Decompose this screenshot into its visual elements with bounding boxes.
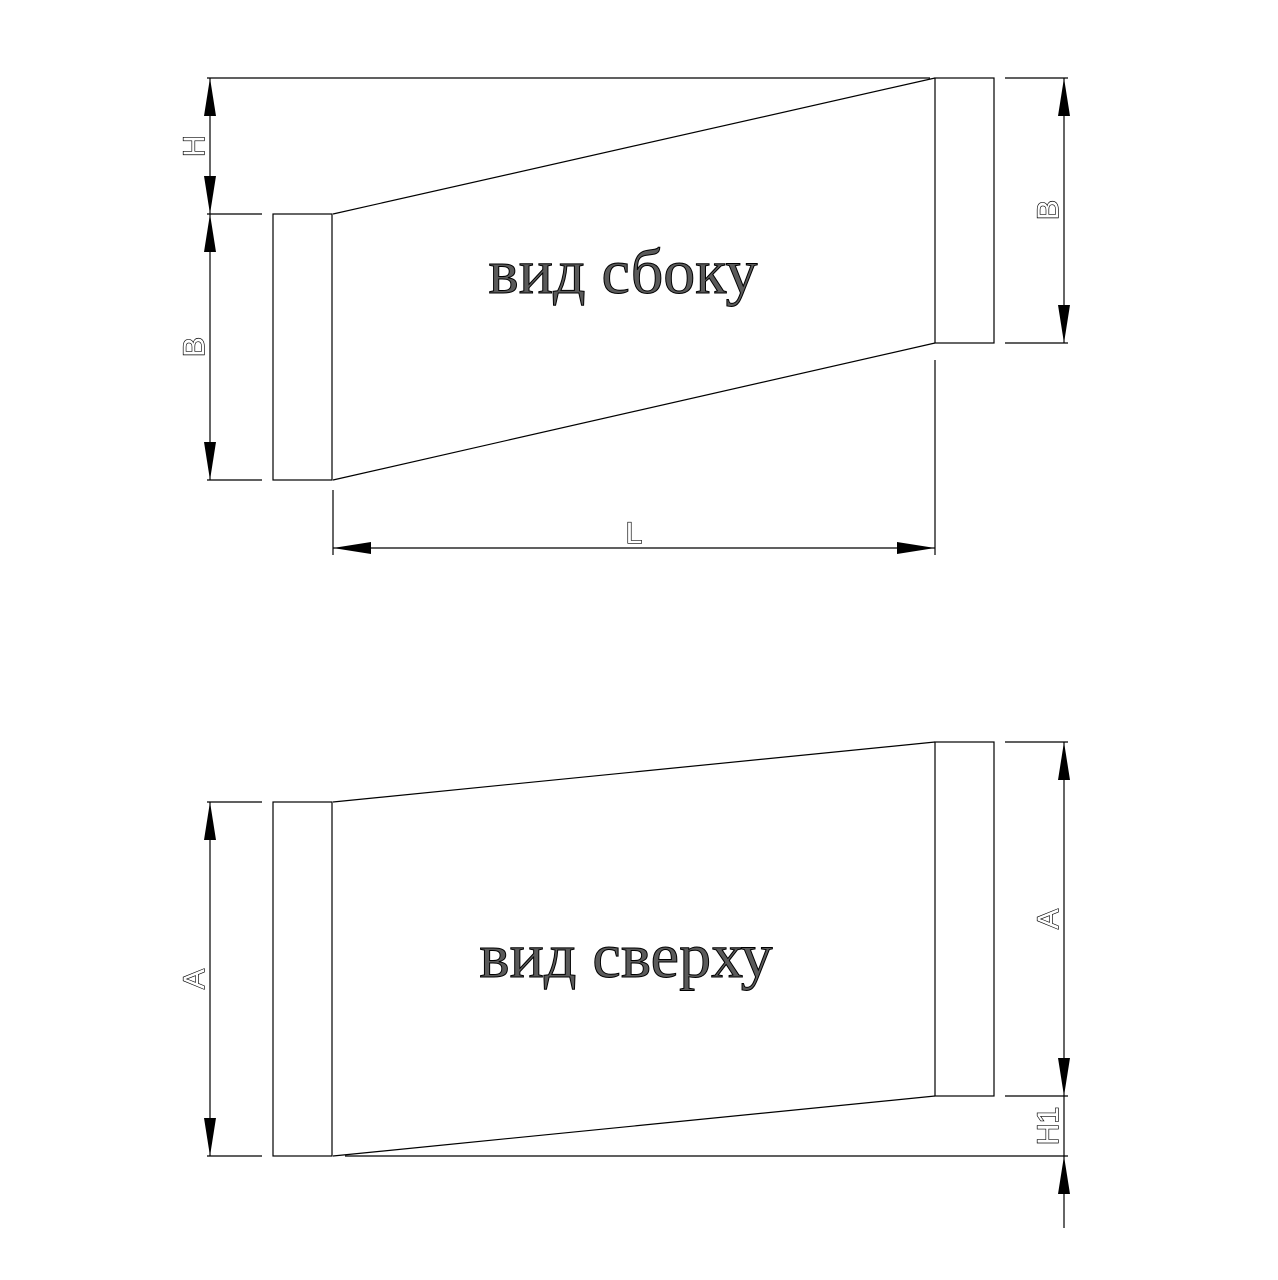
arrowhead xyxy=(1058,78,1070,116)
top-body-lower-edge xyxy=(332,1095,936,1157)
side-body-top-edge xyxy=(332,77,936,215)
arrowhead xyxy=(1058,1058,1070,1096)
dimension-b-left: B xyxy=(177,214,216,480)
dim-label-a-right: A xyxy=(1032,909,1065,929)
side-view-title: вид сбоку xyxy=(489,236,758,307)
side-body-bottom-edge xyxy=(332,342,936,481)
dimension-h1: H1 xyxy=(1031,1096,1070,1228)
arrowhead xyxy=(204,78,216,116)
arrowhead xyxy=(204,442,216,480)
dim-label-h: H xyxy=(178,135,211,157)
arrowhead xyxy=(1058,1156,1070,1194)
dimension-a-left: A xyxy=(177,802,216,1156)
dim-label-a-left: A xyxy=(178,969,211,989)
dimension-h: H xyxy=(177,78,216,214)
top-body-upper-edge xyxy=(332,741,936,803)
arrowhead xyxy=(204,1118,216,1156)
side-right-flange xyxy=(934,77,995,344)
dim-label-l: L xyxy=(626,517,643,550)
arrowhead xyxy=(897,542,935,554)
side-left-flange xyxy=(272,213,333,481)
dim-label-b-right: B xyxy=(1032,200,1065,220)
dimension-l: L xyxy=(333,516,935,554)
top-view-title: вид сверху xyxy=(479,920,772,991)
top-view: A A H1 вид сверху xyxy=(177,741,1070,1228)
arrowhead xyxy=(1058,742,1070,780)
arrowhead xyxy=(204,176,216,214)
arrowhead xyxy=(333,542,371,554)
top-right-flange xyxy=(934,741,995,1097)
top-left-flange xyxy=(272,801,333,1157)
arrowhead xyxy=(1058,305,1070,343)
arrowhead xyxy=(204,214,216,252)
arrowhead xyxy=(204,802,216,840)
dimension-a-right: A xyxy=(1031,742,1070,1096)
dim-label-b-left: B xyxy=(178,337,211,357)
dim-label-h1: H1 xyxy=(1032,1107,1065,1145)
dimension-b-right: B xyxy=(1031,78,1070,343)
side-view: H B B L вид сбоку xyxy=(177,77,1070,555)
